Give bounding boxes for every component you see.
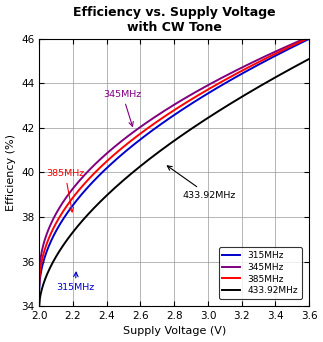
433.92MHz — [70, 232, 74, 236]
Line: 345MHz: 345MHz — [39, 37, 309, 277]
345MHz — [37, 275, 41, 279]
385MHz — [37, 283, 41, 287]
X-axis label: Supply Voltage (V): Supply Voltage (V) — [122, 327, 226, 337]
433.92MHz — [232, 100, 236, 104]
385MHz — [234, 72, 237, 76]
433.92MHz — [207, 115, 211, 119]
315MHz — [37, 288, 41, 292]
385MHz — [232, 73, 236, 77]
Legend: 315MHz, 345MHz, 385MHz, 433.92MHz: 315MHz, 345MHz, 385MHz, 433.92MHz — [219, 248, 302, 299]
385MHz — [144, 127, 148, 131]
385MHz — [307, 36, 311, 40]
315MHz — [125, 148, 129, 152]
385MHz — [207, 87, 211, 91]
345MHz — [70, 188, 74, 192]
Line: 433.92MHz: 433.92MHz — [39, 59, 309, 306]
315MHz — [307, 37, 311, 41]
Line: 385MHz: 385MHz — [39, 38, 309, 285]
433.92MHz — [234, 98, 237, 103]
433.92MHz — [37, 304, 41, 308]
385MHz — [125, 142, 129, 146]
433.92MHz — [144, 160, 148, 164]
345MHz — [207, 82, 211, 87]
433.92MHz — [125, 175, 129, 179]
Title: Efficiency vs. Supply Voltage
with CW Tone: Efficiency vs. Supply Voltage with CW To… — [73, 5, 276, 34]
315MHz — [207, 91, 211, 95]
Line: 315MHz: 315MHz — [39, 39, 309, 290]
Text: 315MHz: 315MHz — [56, 272, 94, 292]
345MHz — [234, 69, 237, 73]
Y-axis label: Efficiency (%): Efficiency (%) — [5, 134, 16, 211]
345MHz — [144, 121, 148, 125]
345MHz — [232, 69, 236, 74]
345MHz — [307, 35, 311, 39]
Text: 345MHz: 345MHz — [103, 90, 141, 126]
315MHz — [144, 133, 148, 137]
Text: 385MHz: 385MHz — [46, 169, 84, 212]
Text: 433.92MHz: 433.92MHz — [167, 166, 236, 200]
345MHz — [125, 135, 129, 139]
315MHz — [70, 205, 74, 209]
433.92MHz — [307, 57, 311, 61]
315MHz — [232, 76, 236, 80]
385MHz — [70, 197, 74, 201]
315MHz — [234, 75, 237, 79]
